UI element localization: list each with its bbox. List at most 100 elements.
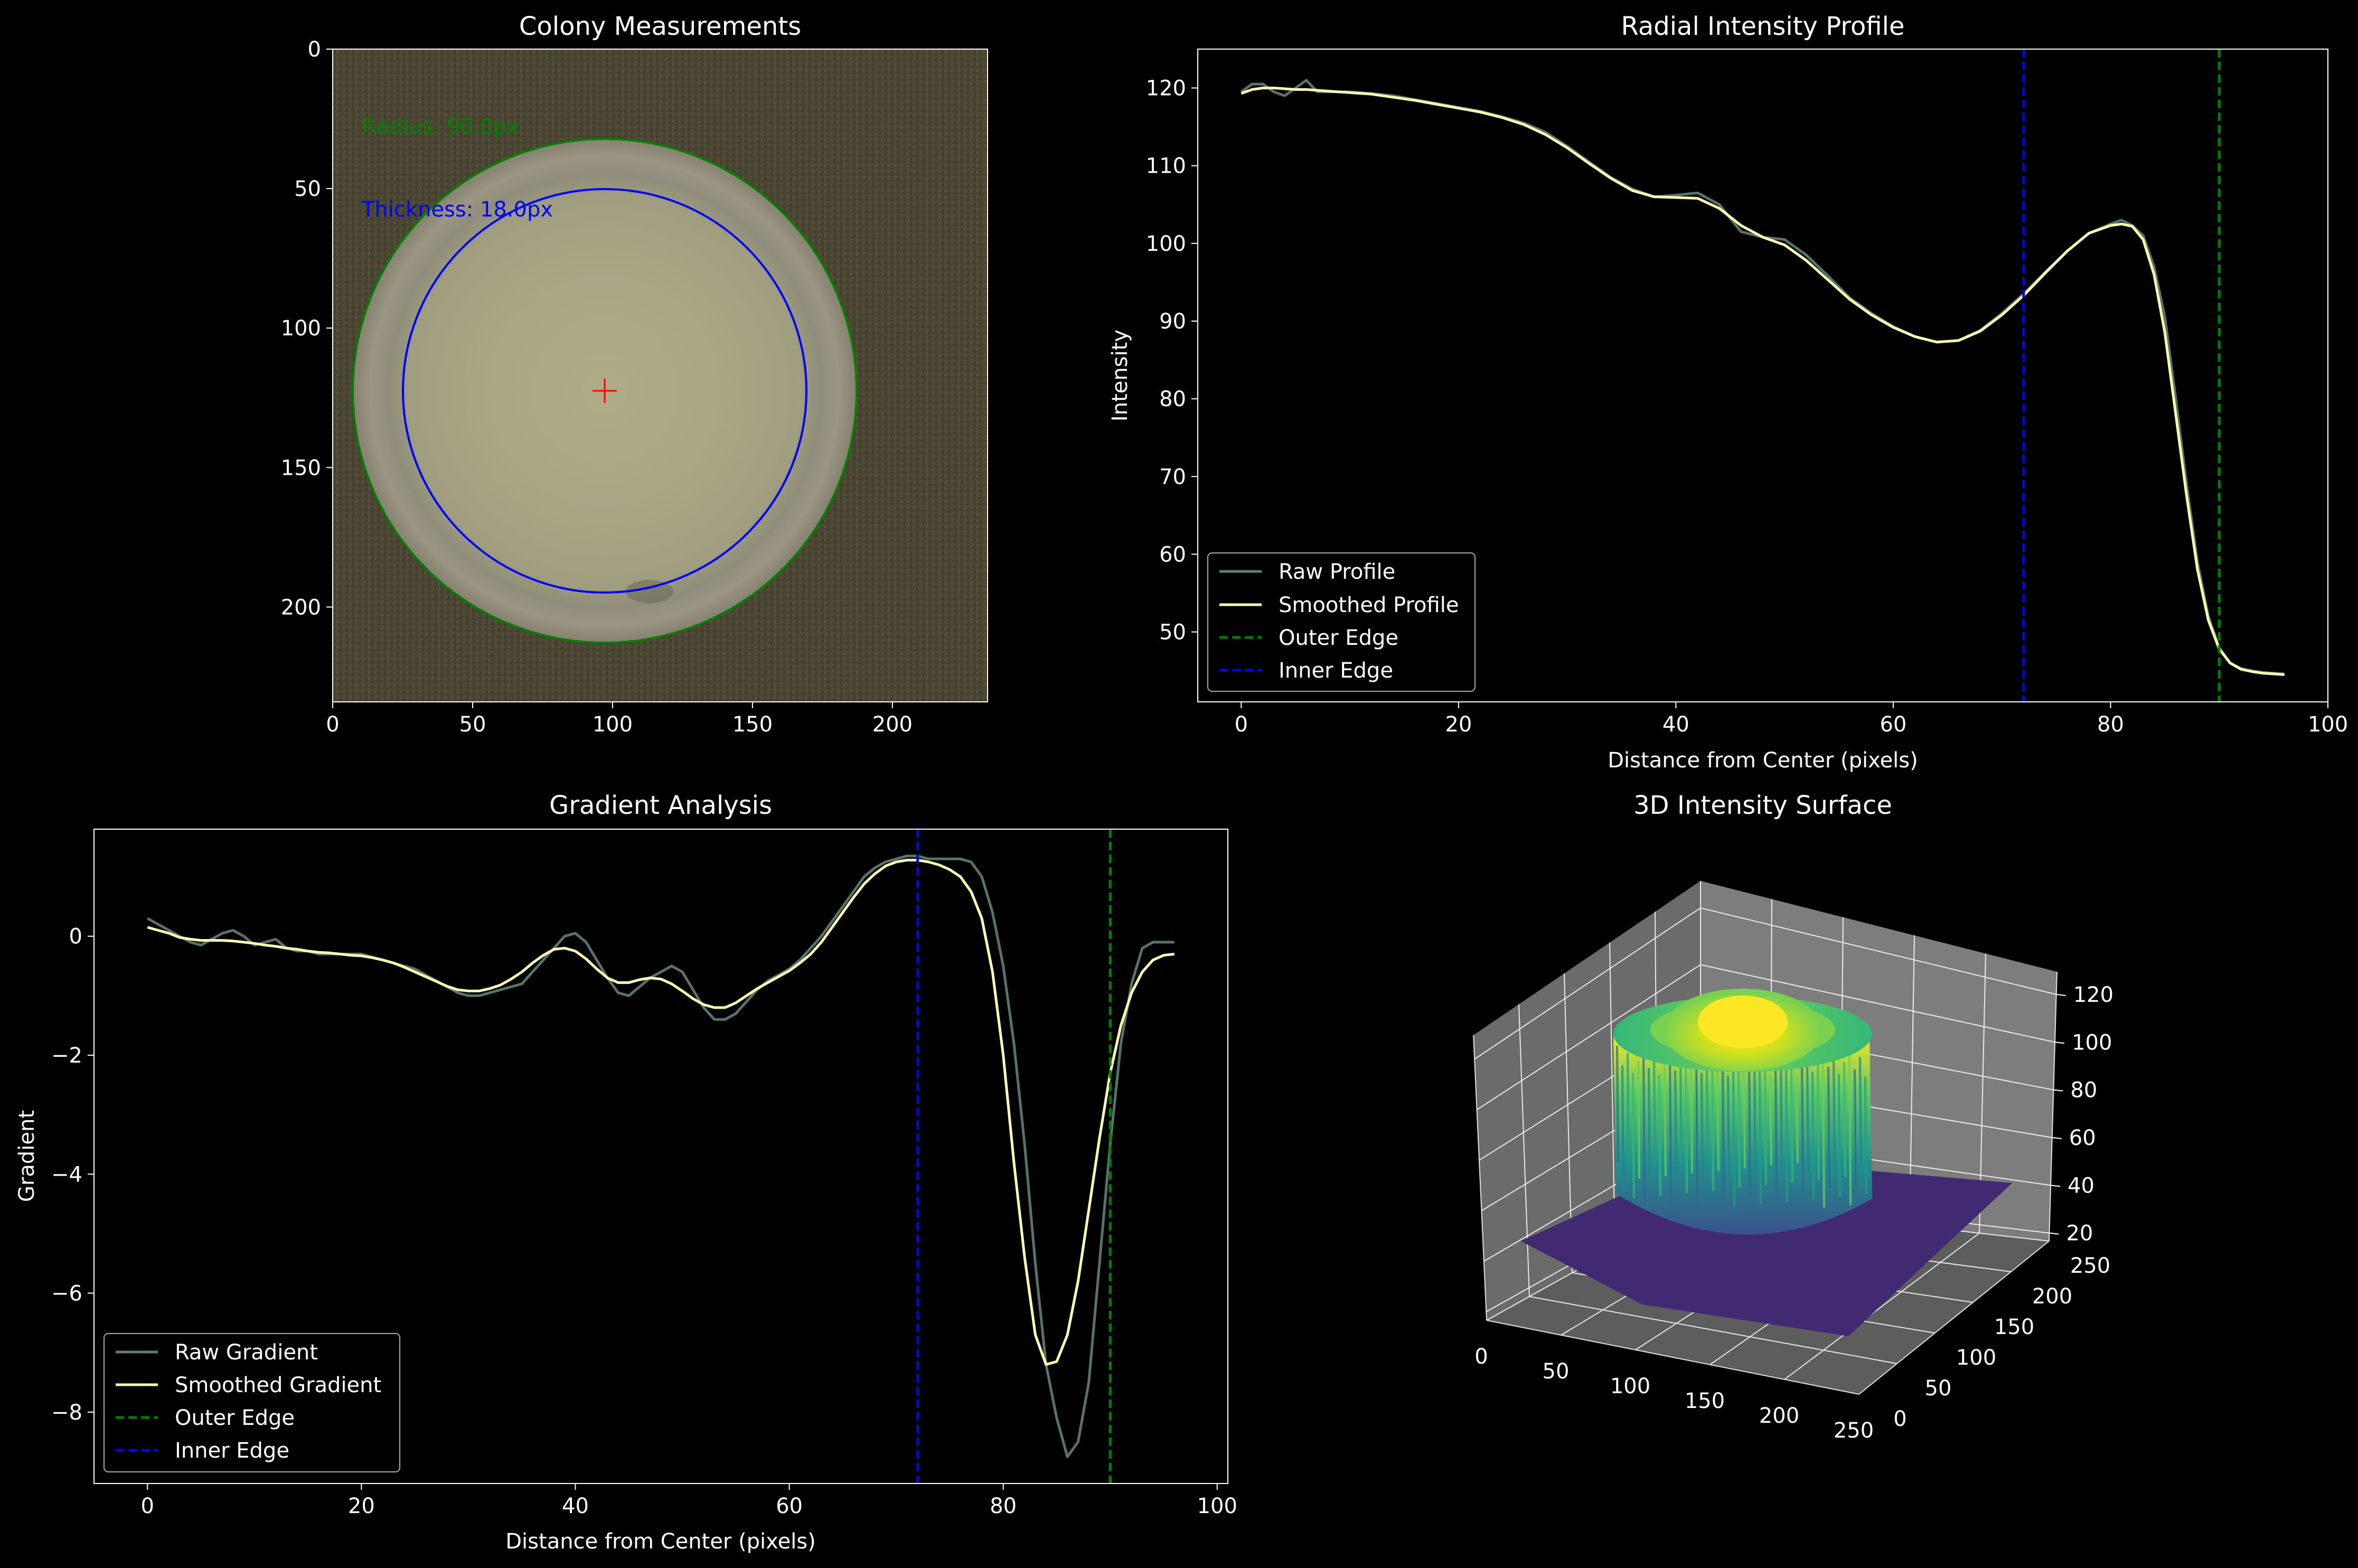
- inner-edge-circle: [402, 188, 807, 594]
- surface-xtick-label: 100: [1610, 1374, 1650, 1398]
- surface-streak: [1711, 1048, 1714, 1191]
- surface-streak: [1796, 1076, 1799, 1163]
- surface-streak: [1679, 1058, 1683, 1166]
- surface-ztick: [2049, 1232, 2059, 1235]
- legend-outer-edge: Outer Edge: [1279, 626, 1398, 650]
- surface-ytick-label: 100: [1956, 1346, 1996, 1370]
- profile-smoothed-line: [1241, 87, 2285, 676]
- surface-streak: [1848, 1049, 1852, 1206]
- gradient-xtick-label: 40: [562, 1494, 589, 1518]
- profile-xtick-label: 60: [1880, 712, 1906, 737]
- profile-ytick-label: 50: [1159, 621, 1186, 645]
- surface-streak: [1859, 1057, 1862, 1167]
- profile-ytick-label: 110: [1146, 154, 1186, 179]
- gradient-ytick-label: 0: [69, 925, 82, 949]
- profile-xtick-label: 80: [2097, 712, 2124, 737]
- profile-ytick-label: 100: [1146, 232, 1186, 256]
- legend-raw-gradient: Raw Gradient: [175, 1340, 318, 1365]
- surface-ytick-label: 0: [1893, 1407, 1906, 1431]
- gradient-title: Gradient Analysis: [549, 791, 772, 820]
- surface-streak: [1864, 1076, 1867, 1195]
- legend-smoothed-profile: Smoothed Profile: [1279, 593, 1459, 617]
- surface-streak: [1822, 1047, 1825, 1208]
- colony-image: [333, 49, 988, 702]
- radius-annotation: Radius: 90.0px: [362, 115, 519, 139]
- colony-xtick-label: 50: [459, 712, 486, 737]
- colony-xtick-label: 150: [732, 712, 773, 737]
- gradient-legend: Raw Gradient Smoothed Gradient Outer Edg…: [104, 1333, 400, 1472]
- surface-streak: [1669, 1050, 1672, 1205]
- panel-3d-surface: 3D Intensity Surface 2040608010012005010…: [1473, 791, 2113, 1443]
- surface-wall-gridline: [2049, 971, 2058, 1242]
- surface-streak: [1727, 1075, 1730, 1180]
- surface-ytick-label: 250: [2070, 1254, 2110, 1278]
- surface-streak: [1838, 1074, 1841, 1197]
- profile-ytick-label: 70: [1159, 465, 1186, 489]
- surface-ztick-label: 120: [2073, 983, 2113, 1007]
- surface-streak: [1716, 1068, 1720, 1171]
- surface-streak: [1701, 1073, 1704, 1182]
- surface-floor-gridline: [1486, 1320, 1859, 1395]
- profile-plot-area: [1240, 49, 2285, 702]
- surface-streak: [1690, 1065, 1693, 1174]
- surface-streak: [1764, 1054, 1767, 1186]
- surface-streak: [1674, 1070, 1677, 1185]
- surface-floor-gridline: [1529, 1296, 1897, 1364]
- surface-ytick-label: 200: [2032, 1284, 2072, 1309]
- gradient-ticks: 0 20 40 60 80 100 0 −2 −4 −6 −8: [51, 925, 1237, 1518]
- colony-ytick-label: 150: [281, 456, 321, 480]
- gradient-ytick-label: −4: [51, 1162, 82, 1187]
- profile-ticks: 0 20 40 60 80 100 50 60 70 80 90 100 110 120: [1146, 77, 2348, 737]
- surface-streak: [1658, 1075, 1661, 1196]
- surface-streak: [1811, 1071, 1815, 1200]
- surface-streak: [1759, 1066, 1762, 1205]
- surface-ztick-label: 100: [2072, 1030, 2112, 1055]
- legend-smoothed-gradient: Smoothed Gradient: [175, 1373, 381, 1397]
- surface-xtick-label: 0: [1474, 1345, 1488, 1369]
- gradient-xtick-label: 60: [776, 1494, 803, 1518]
- surface-streak: [1621, 1065, 1624, 1190]
- center-marker: [593, 379, 617, 403]
- surface-streak: [1664, 1063, 1667, 1177]
- surface-streak: [1653, 1055, 1656, 1168]
- surface-streak: [1843, 1062, 1846, 1178]
- surface-streak: [1817, 1059, 1820, 1180]
- surface-streak: [1806, 1051, 1809, 1172]
- colony-title: Colony Measurements: [519, 12, 801, 41]
- surface-streak: [1732, 1063, 1735, 1208]
- panel-gradient-analysis: Gradient Analysis 0 20 40 60 80 1000−2−4−6−8 …: [15, 791, 1237, 1554]
- surface-ztick-label: 60: [2069, 1126, 2096, 1150]
- thickness-annotation: Thickness: 18.0px: [361, 198, 553, 222]
- surface-streak: [1637, 1060, 1640, 1179]
- gradient-xtick-label: 80: [990, 1494, 1017, 1518]
- surface-streak: [1627, 1053, 1630, 1171]
- surface-xtick-label: 150: [1685, 1389, 1725, 1413]
- panel-colony-measurements: Colony Measurements Radius: 90.0px Thick…: [281, 12, 988, 737]
- surface-streak: [1774, 1061, 1778, 1194]
- surface-ztick-label: 20: [2066, 1222, 2093, 1246]
- profile-xlabel: Distance from Center (pixels): [1608, 748, 1918, 773]
- gradient-xtick-label: 100: [1197, 1494, 1237, 1518]
- gradient-ytick-label: −2: [51, 1044, 82, 1068]
- colony-ytick-label: 200: [281, 595, 321, 619]
- surface-ztick-label: 80: [2070, 1078, 2097, 1103]
- colony-xtick-label: 100: [593, 712, 633, 737]
- surface-streak: [1642, 1048, 1646, 1207]
- surface-xtick-label: 50: [1543, 1359, 1570, 1384]
- surface-wall-gridline: [1473, 1035, 1487, 1321]
- colony-axes-frame: [332, 49, 988, 702]
- surface-z-gridline: [1476, 964, 2055, 1111]
- surface-streak: [1648, 1067, 1651, 1188]
- surface-streak: [1833, 1054, 1836, 1169]
- surface-xtick-label: 250: [1834, 1419, 1874, 1443]
- surface-xtick-label: 200: [1759, 1404, 1799, 1428]
- surface-body: [1521, 989, 2012, 1336]
- colony-ytick-label: 100: [281, 316, 321, 341]
- profile-ytick-label: 80: [1159, 387, 1186, 411]
- surface-streak: [1737, 1051, 1741, 1188]
- colony-xtick-label: 200: [872, 712, 913, 737]
- surface-wall-gridline: [1518, 1004, 1530, 1297]
- legend-raw-profile: Raw Profile: [1279, 560, 1395, 584]
